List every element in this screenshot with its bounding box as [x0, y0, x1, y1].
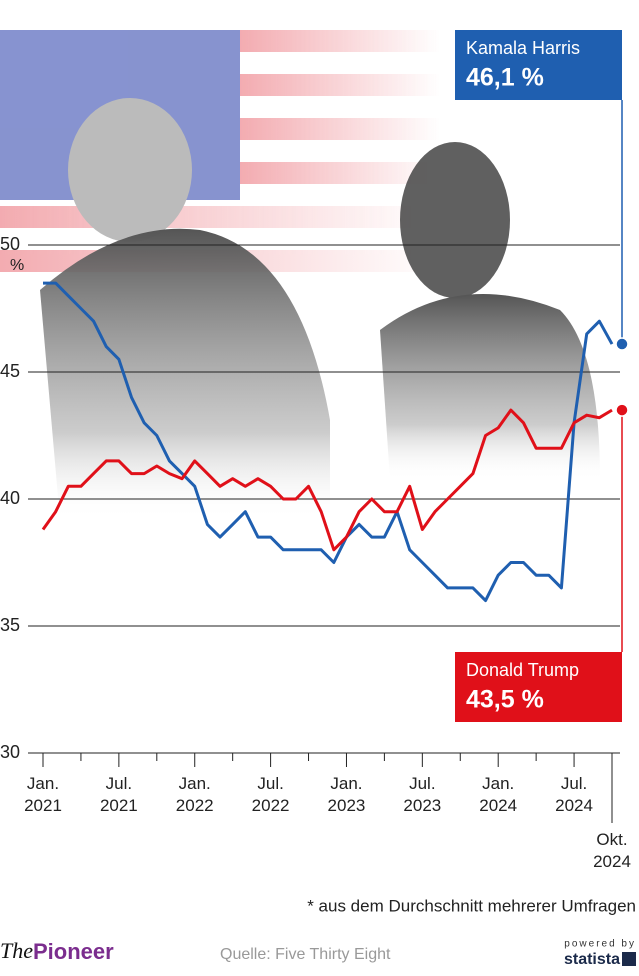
x-tick-label: Jan. 2022 [175, 774, 214, 815]
x-tick-label: Jul. 2024 [555, 774, 593, 815]
y-tick-label: 40 [0, 488, 20, 508]
statista-logo: statista [564, 951, 620, 968]
callout-box [455, 652, 622, 722]
y-tick-label: 35 [0, 615, 20, 635]
x-tick-label: Jan. 2023 [327, 774, 366, 815]
callout-box [455, 30, 622, 100]
series-line [41, 408, 613, 552]
x-tick-label: Jan. 2021 [24, 774, 62, 815]
legend-name: Donald Trump [466, 660, 579, 680]
footnote: * aus dem Durchschnitt mehrerer Umfragen [307, 896, 636, 915]
brand-the: The [0, 938, 33, 963]
x-tick-label: Jul. 2021 [99, 774, 138, 815]
value-label: 46,1 % [466, 64, 544, 92]
y-tick-label: 45 [0, 361, 20, 381]
brand-pioneer: Pioneer [33, 939, 114, 964]
x-tick-label: Okt. 2024 [593, 830, 631, 871]
end-dot [615, 403, 629, 417]
legend-name: Kamala Harris [466, 38, 580, 58]
x-tick-label: Jul. 2023 [403, 774, 442, 815]
x-tick-label: Jan. 2024 [479, 774, 518, 815]
flag-background [0, 30, 440, 272]
brand-logo: ThePioneer [0, 938, 114, 964]
value-label: 43,5 % [466, 686, 544, 714]
y-tick-label: 30 [0, 742, 20, 762]
photo-placeholders [40, 98, 600, 520]
series-line [43, 281, 614, 603]
end-dot [615, 337, 629, 351]
y-tick-label: 50 [0, 234, 20, 254]
x-tick-label: Jul. 2022 [251, 774, 290, 815]
statista-mark [622, 952, 636, 966]
source: Quelle: Five Thirty Eight [220, 946, 391, 963]
y-unit: % [10, 257, 24, 274]
powered-by: powered by [564, 939, 636, 950]
